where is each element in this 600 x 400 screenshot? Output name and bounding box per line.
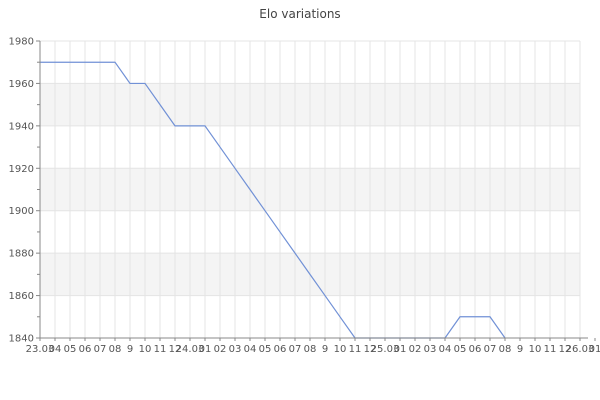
x-tick-label: 04 bbox=[49, 344, 62, 355]
x-tick-label: 12 bbox=[364, 344, 377, 355]
x-tick-label: 12 bbox=[559, 344, 572, 355]
x-tick-label: 01 bbox=[199, 344, 212, 355]
x-tick-label: 26.03 bbox=[566, 344, 595, 355]
x-tick-label: 03 bbox=[424, 344, 437, 355]
chart-title: Elo variations bbox=[259, 7, 340, 21]
x-tick-label: 02 bbox=[409, 344, 422, 355]
x-tick-label: 02 bbox=[214, 344, 227, 355]
x-tick-label: 12 bbox=[169, 344, 182, 355]
x-tick-label: 23.03 bbox=[26, 344, 55, 355]
x-tick-label: 08 bbox=[499, 344, 512, 355]
x-tick-label: 10 bbox=[529, 344, 542, 355]
y-tick-label: 1960 bbox=[9, 79, 34, 90]
x-tick-label: 11 bbox=[544, 344, 557, 355]
x-tick-label: 03 bbox=[229, 344, 242, 355]
y-tick-label: 1840 bbox=[9, 334, 34, 345]
axes-spines-ticks bbox=[36, 40, 596, 341]
x-tick-label: 9 bbox=[517, 344, 523, 355]
x-tick-label: 9 bbox=[127, 344, 133, 355]
y-tick-label: 1980 bbox=[9, 37, 34, 48]
x-tick-label: 11 bbox=[154, 344, 167, 355]
x-tick-label: 01 bbox=[589, 344, 600, 355]
x-tick-label: 08 bbox=[304, 344, 317, 355]
y-tick-labels: 1980 1960 1940 1920 1900 1880 1860 1840 bbox=[9, 37, 34, 345]
x-tick-label: 11 bbox=[349, 344, 362, 355]
x-tick-label: 07 bbox=[289, 344, 302, 355]
x-tick-label: 10 bbox=[334, 344, 347, 355]
x-tick-label: 06 bbox=[79, 344, 92, 355]
y-tick-label: 1860 bbox=[9, 291, 34, 302]
x-tick-label: 01 bbox=[394, 344, 407, 355]
x-tick-label: 07 bbox=[94, 344, 107, 355]
y-tick-label: 1940 bbox=[9, 121, 34, 132]
x-tick-label: 10 bbox=[139, 344, 152, 355]
x-tick-label: 24.03 bbox=[176, 344, 205, 355]
x-tick-label: 07 bbox=[484, 344, 497, 355]
gridlines bbox=[40, 40, 581, 338]
x-tick-label: 04 bbox=[439, 344, 452, 355]
y-tick-label: 1920 bbox=[9, 164, 34, 175]
x-tick-label: 06 bbox=[274, 344, 287, 355]
x-tick-label: 25.03 bbox=[371, 344, 400, 355]
x-tick-label: 04 bbox=[244, 344, 257, 355]
y-tick-label: 1900 bbox=[9, 206, 34, 217]
x-tick-label: 05 bbox=[454, 344, 467, 355]
x-tick-label: 08 bbox=[109, 344, 122, 355]
x-tick-label: 05 bbox=[64, 344, 77, 355]
y-tick-label: 1880 bbox=[9, 249, 34, 260]
x-tick-label: 9 bbox=[322, 344, 328, 355]
x-tick-label: 06 bbox=[469, 344, 482, 355]
x-tick-label: 05 bbox=[259, 344, 272, 355]
